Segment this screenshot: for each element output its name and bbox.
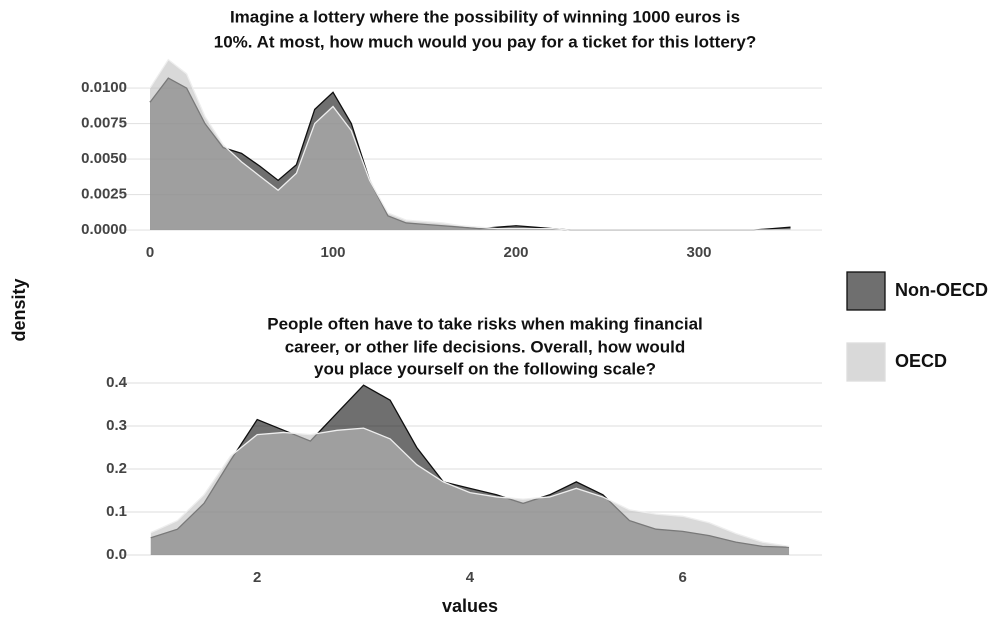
y-tick-label: 0.0050 — [81, 150, 127, 167]
legend-swatch — [846, 271, 886, 311]
x-tick-label: 4 — [466, 569, 475, 586]
y-axis-label: density — [9, 278, 29, 341]
y-tick-label: 0.0000 — [81, 221, 127, 238]
y-tick-label: 0.0100 — [81, 79, 127, 96]
chart-title: People often have to take risks when mak… — [267, 314, 703, 333]
y-tick-label: 0.0 — [106, 546, 127, 563]
area-outline — [150, 427, 790, 548]
x-tick-label: 2 — [253, 569, 261, 586]
x-tick-label: 100 — [321, 244, 346, 261]
x-tick-label: 6 — [678, 569, 686, 586]
legend-label: Non-OECD — [895, 280, 988, 300]
area-outline — [149, 58, 791, 231]
area-fill — [150, 428, 790, 555]
chart-title: 10%. At most, how much would you pay for… — [214, 32, 757, 51]
legend-label: OECD — [895, 351, 947, 371]
x-tick-label: 200 — [504, 244, 529, 261]
y-tick-label: 0.0075 — [81, 115, 127, 132]
area-fill — [150, 59, 791, 231]
y-tick-label: 0.2 — [106, 460, 127, 477]
y-tick-label: 0.0025 — [81, 186, 127, 203]
y-tick-label: 0.3 — [106, 417, 127, 434]
y-tick-label: 0.1 — [106, 503, 127, 520]
legend-swatch — [846, 342, 886, 382]
chart-title: Imagine a lottery where the possibility … — [230, 7, 740, 26]
chart-title: you place yourself on the following scal… — [314, 359, 656, 378]
x-tick-label: 300 — [687, 244, 712, 261]
x-tick-label: 0 — [146, 244, 154, 261]
x-axis-label: values — [442, 596, 498, 616]
y-tick-label: 0.4 — [106, 374, 128, 391]
chart-title: career, or other life decisions. Overall… — [285, 337, 686, 356]
